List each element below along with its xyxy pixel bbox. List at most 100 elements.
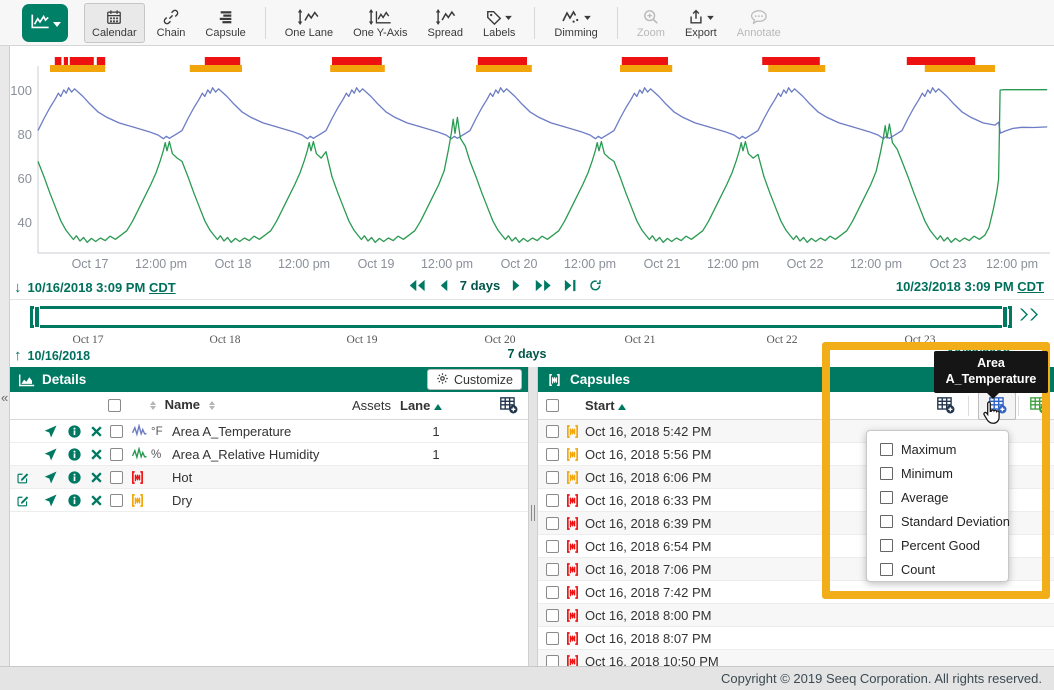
range-duration[interactable]: 7 days <box>460 278 500 293</box>
info-icon[interactable] <box>68 448 81 464</box>
row-checkbox[interactable] <box>546 494 559 510</box>
select-all-capsules-checkbox[interactable] <box>546 399 559 415</box>
trend-chart[interactable]: 100806040 <box>10 46 1054 258</box>
export-icon <box>688 7 714 25</box>
toolbar-calendar-button[interactable]: Calendar <box>84 3 145 43</box>
row-checkbox[interactable] <box>546 540 559 556</box>
stat-label: Count <box>901 562 935 577</box>
pin-icon[interactable] <box>44 494 57 510</box>
collapse-panel-icon[interactable]: « <box>1 390 8 405</box>
timeline-tick: Oct 22 <box>767 334 798 346</box>
stat-checkbox[interactable] <box>880 467 893 480</box>
stat-menu-item-percent-good[interactable]: Percent Good <box>867 533 1008 557</box>
toolbar-one-lane-button[interactable]: One Lane <box>277 3 341 43</box>
area-chart-icon <box>18 373 35 387</box>
row-checkbox[interactable] <box>546 632 559 648</box>
toolbar-one-y-axis-button[interactable]: One Y-Axis <box>345 3 415 43</box>
step-to-now-button[interactable] <box>564 279 577 292</box>
row-checkbox[interactable] <box>546 471 559 487</box>
slider-right-handle[interactable] <box>1002 306 1008 328</box>
customize-button[interactable]: Customize <box>427 369 522 390</box>
trend-chart-svg[interactable]: 100806040 <box>10 46 1054 258</box>
investigate-range-slider[interactable] <box>30 306 1012 328</box>
row-checkbox[interactable] <box>546 448 559 464</box>
toolbar-button-label: Capsule <box>205 27 245 39</box>
timezone-link[interactable]: CDT <box>149 280 176 295</box>
calendar-icon <box>106 7 122 25</box>
timeline-chevrons-icon[interactable] <box>1019 307 1043 327</box>
item-name[interactable]: Area A_Relative Humidity <box>172 447 319 462</box>
row-checkbox[interactable] <box>110 471 123 487</box>
toolbar-capsule-button[interactable]: Capsule <box>197 3 253 43</box>
chevron-down-icon <box>707 10 714 25</box>
toolbar-annotate-button[interactable]: Annotate <box>729 3 789 43</box>
item-name[interactable]: Area A_Temperature <box>172 424 291 439</box>
row-checkbox[interactable] <box>546 517 559 533</box>
edit-icon[interactable] <box>16 494 29 510</box>
timezone-link[interactable]: CDT <box>1017 279 1044 294</box>
row-checkbox[interactable] <box>546 563 559 579</box>
toolbar-dimming-button[interactable]: Dimming <box>546 3 605 43</box>
stat-checkbox[interactable] <box>880 491 893 504</box>
toolbar-export-button[interactable]: Export <box>677 3 725 43</box>
item-name[interactable]: Hot <box>172 470 192 485</box>
stat-checkbox[interactable] <box>880 443 893 456</box>
toolbar-labels-button[interactable]: Labels <box>475 3 523 43</box>
row-checkbox[interactable] <box>546 425 559 441</box>
pin-icon[interactable] <box>44 448 57 464</box>
row-checkbox[interactable] <box>546 609 559 625</box>
remove-icon[interactable] <box>90 471 103 487</box>
row-checkbox[interactable] <box>110 425 123 441</box>
select-all-checkbox[interactable] <box>108 399 121 415</box>
item-name[interactable]: Dry <box>172 493 192 508</box>
dimming-icon <box>561 7 591 25</box>
step-back-full-button[interactable] <box>408 279 427 292</box>
stat-checkbox[interactable] <box>880 539 893 552</box>
stat-menu-item-standard-deviation[interactable]: Standard Deviation <box>867 509 1008 533</box>
capsule-start-time: Oct 16, 2018 6:39 PM <box>585 516 711 531</box>
worksheet-view-button[interactable] <box>22 4 68 42</box>
stat-menu-item-maximum[interactable]: Maximum <box>867 437 1008 461</box>
remove-icon[interactable] <box>90 425 103 441</box>
toolbar-zoom-button[interactable]: Zoom <box>629 3 673 43</box>
investigate-range-start: ↑10/16/2018 <box>14 347 90 364</box>
stat-menu-item-minimum[interactable]: Minimum <box>867 461 1008 485</box>
footer: Copyright © 2019 Seeq Corporation. All r… <box>0 666 1054 690</box>
x-axis-tick: 12:00 pm <box>135 257 187 271</box>
name-column-header[interactable]: Name <box>150 397 215 412</box>
add-stat-column-icon[interactable] <box>936 395 955 419</box>
step-forward-full-button[interactable] <box>534 279 553 292</box>
slider-left-handle[interactable] <box>34 306 40 328</box>
toolbar-spread-button[interactable]: Spread <box>420 3 471 43</box>
x-axis-tick: Oct 18 <box>215 257 252 271</box>
remove-icon[interactable] <box>90 494 103 510</box>
add-column-icon[interactable] <box>499 395 518 419</box>
row-checkbox[interactable] <box>546 655 559 666</box>
info-icon[interactable] <box>68 471 81 487</box>
info-icon[interactable] <box>68 425 81 441</box>
info-icon[interactable] <box>68 494 81 510</box>
step-back-half-button[interactable] <box>438 279 447 292</box>
stat-menu-item-count[interactable]: Count <box>867 557 1008 581</box>
pin-icon[interactable] <box>44 425 57 441</box>
pin-icon[interactable] <box>44 471 57 487</box>
capsule-icon <box>566 654 579 666</box>
panel-resize-gutter[interactable] <box>528 367 538 666</box>
toolbar-separator <box>265 7 266 39</box>
toolbar-chain-button[interactable]: Chain <box>149 3 194 43</box>
assets-column-header[interactable]: Assets <box>352 398 391 413</box>
edit-icon[interactable] <box>16 471 29 487</box>
lane-value: 1 <box>426 447 446 462</box>
row-checkbox[interactable] <box>110 448 123 464</box>
lane-column-header[interactable]: Lane <box>400 398 442 413</box>
step-forward-half-button[interactable] <box>512 279 521 292</box>
remove-icon[interactable] <box>90 448 103 464</box>
stat-checkbox[interactable] <box>880 515 893 528</box>
stat-menu-item-average[interactable]: Average <box>867 485 1008 509</box>
start-column-header[interactable]: Start <box>585 398 626 413</box>
stat-checkbox[interactable] <box>880 563 893 576</box>
row-checkbox[interactable] <box>546 586 559 602</box>
refresh-icon[interactable] <box>589 279 602 292</box>
row-checkbox[interactable] <box>110 494 123 510</box>
add-property-column-icon[interactable] <box>1029 395 1048 419</box>
